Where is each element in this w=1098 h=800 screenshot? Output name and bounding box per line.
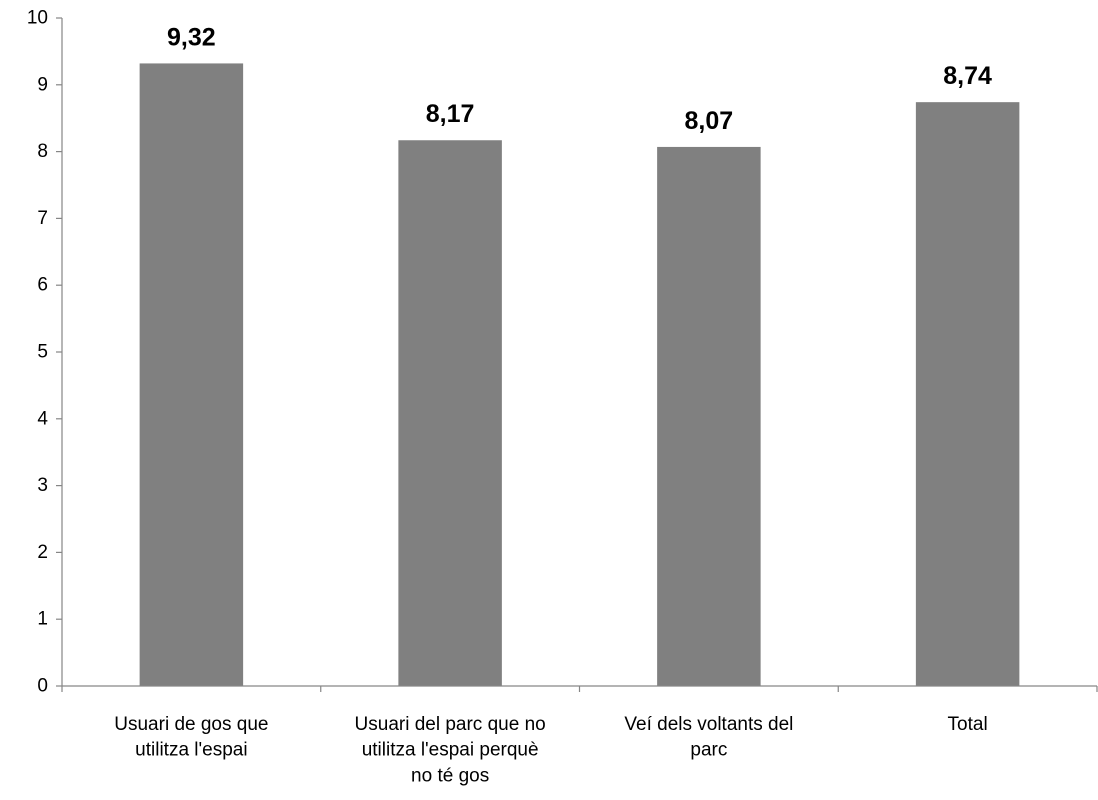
category-labels: Usuari de gos que utilitza l'espaiUsuari … bbox=[114, 714, 987, 786]
bars bbox=[139, 63, 1020, 687]
data-labels: 9,32 8,17 8,07 8,74 bbox=[167, 23, 992, 135]
category-label: Usuari del parc que no utilitza l'espai p… bbox=[355, 714, 546, 786]
y-tick-label: 4 bbox=[37, 408, 48, 429]
y-tick-label: 5 bbox=[37, 342, 48, 363]
y-tick-label: 3 bbox=[37, 475, 48, 496]
category-label-line: utilitza l'espai perquè bbox=[362, 740, 539, 761]
bar bbox=[657, 146, 761, 686]
bar bbox=[915, 102, 1020, 687]
category-label-line: Usuari del parc que no bbox=[355, 714, 546, 735]
category-label-line: utilitza l'espai bbox=[135, 740, 247, 761]
x-axis-ticks bbox=[61, 686, 1098, 692]
y-tick-label: 8 bbox=[37, 141, 48, 162]
y-axis-ticks: 0 1 2 3 4 5 6 7 8 9 10 bbox=[27, 8, 62, 697]
category-label-line: parc bbox=[690, 740, 727, 761]
category-label: Total bbox=[948, 714, 988, 735]
y-tick-label: 10 bbox=[27, 8, 48, 29]
bar bbox=[139, 63, 244, 686]
category-label: Usuari de gos que utilitza l'espai bbox=[114, 714, 268, 761]
category-label-line: no té gos bbox=[411, 765, 489, 786]
data-label: 8,17 bbox=[426, 100, 475, 128]
y-tick-label: 9 bbox=[37, 74, 48, 95]
category-label-line: Total bbox=[948, 714, 988, 735]
data-label: 8,07 bbox=[685, 107, 734, 135]
y-tick-label: 6 bbox=[37, 275, 48, 296]
y-tick-label: 2 bbox=[37, 542, 48, 563]
data-label: 8,74 bbox=[943, 62, 992, 90]
category-label: Veí dels voltants del parc bbox=[624, 714, 793, 761]
category-label-line: Veí dels voltants del bbox=[624, 714, 793, 735]
y-tick-label: 7 bbox=[37, 208, 48, 229]
category-label-line: Usuari de gos que bbox=[114, 714, 268, 735]
bar bbox=[398, 140, 502, 686]
data-label: 9,32 bbox=[167, 23, 216, 51]
y-tick-label: 1 bbox=[37, 609, 48, 630]
y-tick-label: 0 bbox=[37, 676, 48, 697]
